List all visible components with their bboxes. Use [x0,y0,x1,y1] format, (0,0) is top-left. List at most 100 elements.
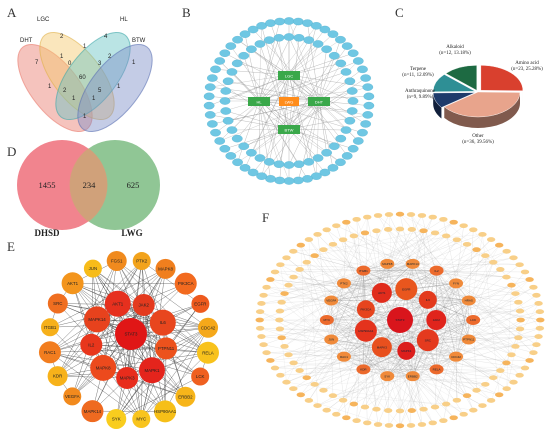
ppi-node [380,371,395,382]
network-edge [436,262,494,370]
network-edge [365,234,483,331]
network-edge [237,100,260,163]
network-edge [91,344,186,397]
ingredient-node [293,160,305,168]
ppi-node [449,415,458,421]
network-edge [258,100,353,112]
ppi-node [428,214,437,220]
network-edge [258,100,280,165]
network-edge [266,352,344,357]
network-edge [210,114,290,130]
network-edge [455,225,464,284]
ingredient-node [357,128,368,137]
network-edge [406,289,413,377]
ppi-node [481,381,490,387]
pie-count-terpene: (n=11, 12.09%) [402,73,434,78]
pie-count-alkaloid: (n=12, 13.18%) [439,51,471,56]
ppi-node [266,277,275,282]
ppi-node [270,269,280,275]
target-node-label: MAPK1 [145,368,160,373]
ppi-node [289,248,298,254]
ingredient-node [239,30,251,38]
ingredient-node [283,17,295,25]
network-edge [258,37,280,102]
network-edge [343,283,413,377]
ppi-node [372,228,381,234]
network-edge [258,60,359,102]
network-edge [343,356,437,370]
ppi-node [338,237,348,243]
ppi-node [328,241,338,247]
network-edge [343,239,413,264]
network-edge [331,300,401,412]
ppi-node [417,422,427,427]
network-edge [308,400,390,426]
pie-label-anthraquinone: Anthraquinone [405,89,436,94]
venn-a-name-dht: DHT [20,38,33,44]
ingredient-node [232,35,243,44]
ingredient-node [247,168,259,177]
network-edge [288,20,320,102]
network-edge [141,260,201,305]
network-edge [427,340,507,363]
target-node-label: MAPK3 [120,376,135,381]
ppi-node [280,291,289,296]
network-edge [299,269,541,321]
network-edge [365,217,433,331]
network-edge [473,262,494,321]
target-node-label: SRC [53,301,62,306]
target-node [191,367,210,386]
ppi-node [430,404,440,410]
network-edge [331,300,428,341]
target-node [198,317,219,338]
ingredient-node [363,101,375,110]
ingredient-node [321,45,332,53]
ppi-node [284,352,293,358]
ppi-node-label: ERBB2 [408,374,418,378]
ppi-node [509,255,518,261]
ingredient-node [335,59,347,68]
ppi-node-label: KDR [360,368,367,372]
ppi-node [515,308,525,314]
venn-a-region-counts: 2 4 7 1 1 1 2 3 0 1 2 1 5 1 1 1 60 [35,34,136,120]
ingredient-node [207,74,218,82]
hub-label: DHT [315,100,324,105]
network-edge [436,369,492,401]
network-edge [317,319,474,406]
network-edge [288,74,368,88]
ppi-node [371,337,392,358]
network-edge [314,369,364,385]
ppi-node [304,398,314,403]
venn-a-count: 0 [68,61,72,67]
network-edge [434,369,437,408]
network-edge [387,339,469,377]
ingredient-node [341,152,353,160]
network-edge [468,229,474,301]
ppi-node [356,364,371,375]
target-node-label: CDC42 [201,325,216,330]
network-edge [363,270,516,294]
network-edge [343,356,413,377]
network-edge [468,339,530,361]
venn-a-count: 1 [83,114,87,120]
ppi-node [405,258,420,269]
network-edge [455,283,534,353]
network-edge [288,55,335,130]
ppi-node [525,277,534,282]
pie-slice [480,65,524,91]
ppi-node [277,299,286,305]
panel-d: D 1455 234 625 DHSD LWG [7,140,160,238]
venn-a-set-hl [55,31,131,121]
ppi-node-label: LCK [470,318,476,322]
network-edge [455,356,457,401]
target-node-label: MAPK8 [158,266,173,271]
network-edge [102,260,117,368]
ppi-node [372,406,381,412]
ppi-node [319,315,334,325]
ppi-node [255,309,265,315]
ppi-node [384,423,394,428]
hub-label: BTW [285,128,294,133]
hub-node-dht [308,97,330,106]
network-edge [518,302,540,329]
network-edge [266,347,382,353]
